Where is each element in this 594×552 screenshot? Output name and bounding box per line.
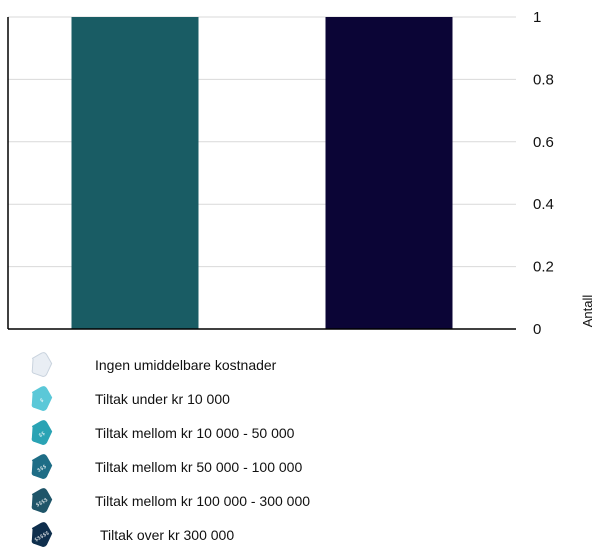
legend: Ingen umiddelbare kostnader $ Tiltak under… (28, 348, 310, 552)
legend-item: $$$ Tiltak mellom kr 50 000 - 100 000 (28, 450, 310, 484)
tag-2-icon: $$ (31, 420, 53, 446)
bar-chart: 0 0.2 0.4 0.6 0.8 1 Antall (7, 9, 594, 338)
legend-label: Tiltak under kr 10 000 (95, 391, 230, 407)
y-tick-label: 0.2 (533, 259, 554, 276)
tag-empty-icon (31, 352, 53, 378)
legend-label: Tiltak mellom kr 10 000 - 50 000 (95, 425, 295, 441)
tag-3-icon: $$$ (31, 454, 53, 480)
tag-mark: $$ (38, 431, 47, 439)
legend-item: Ingen umiddelbare kostnader (28, 348, 310, 382)
tag-1-icon: $ (31, 386, 53, 412)
legend-label: Tiltak mellom kr 100 000 - 300 000 (95, 493, 311, 509)
y-tick-label: 0.6 (533, 134, 554, 151)
y-tick-label: 0 (533, 321, 541, 338)
bar (71, 17, 199, 329)
y-axis-title: Antall (580, 295, 594, 328)
tag-mark: $ (39, 397, 45, 404)
legend-item: $$$$$ Tiltak over kr 300 000 (28, 518, 310, 552)
legend-item: $$ Tiltak mellom kr 10 000 - 50 000 (28, 416, 310, 450)
bar (325, 17, 453, 329)
y-tick-label: 0.8 (533, 71, 554, 88)
tag-mark: $$$$ (35, 497, 49, 509)
tag-4-icon: $$$$ (31, 488, 53, 514)
tag-5-icon: $$$$$ (31, 522, 53, 548)
bars (71, 17, 453, 329)
legend-item: $$$$ Tiltak mellom kr 100 000 - 300 000 (28, 484, 310, 518)
legend-label: Ingen umiddelbare kostnader (95, 357, 277, 373)
axes (7, 17, 516, 330)
legend-label: Tiltak mellom kr 50 000 - 100 000 (95, 459, 303, 475)
legend-label: Tiltak over kr 300 000 (100, 527, 235, 543)
tag-mark: $$$ (36, 464, 47, 474)
y-tick-label: 0.4 (533, 196, 554, 213)
y-tick-label: 1 (533, 9, 541, 26)
legend-item: $ Tiltak under kr 10 000 (28, 382, 310, 416)
y-tick-labels: 0 0.2 0.4 0.6 0.8 1 (533, 9, 554, 338)
